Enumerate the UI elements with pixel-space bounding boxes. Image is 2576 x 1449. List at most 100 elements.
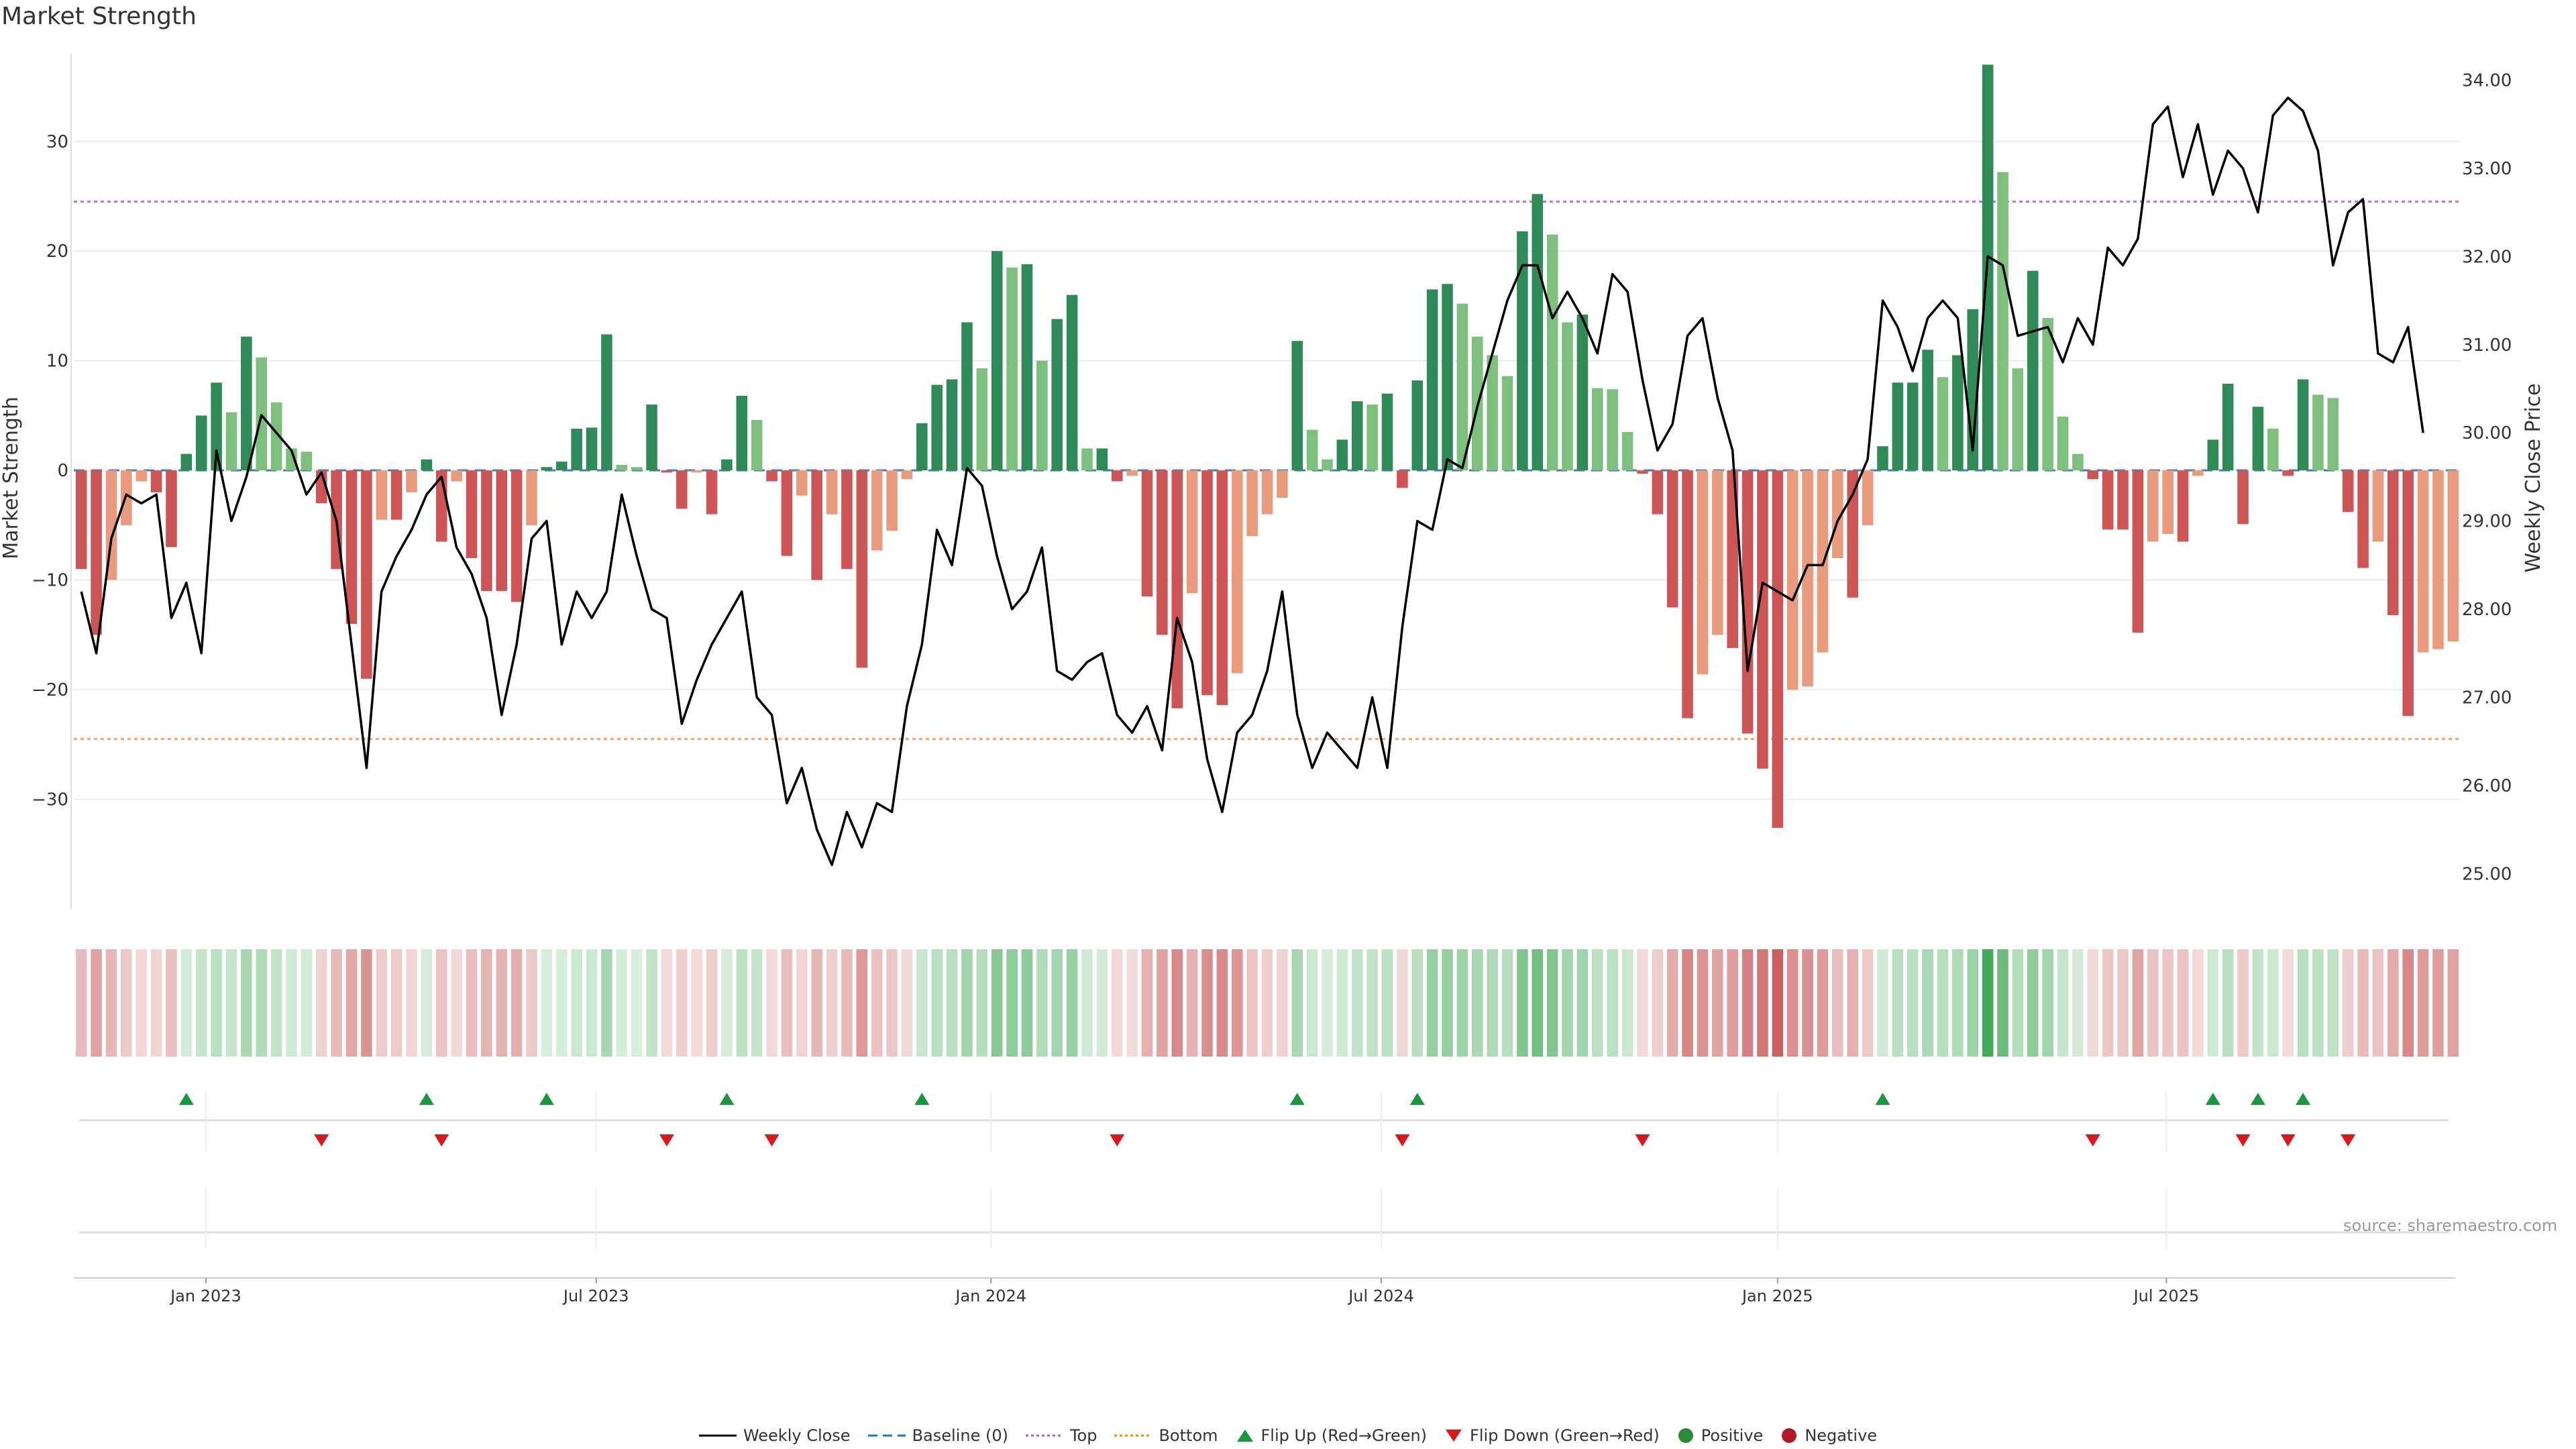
strength-bar <box>1456 303 1468 471</box>
strength-bar <box>2207 439 2219 471</box>
strength-bar <box>511 470 523 602</box>
heat-cell <box>1141 949 1153 1057</box>
heat-cell <box>766 949 777 1057</box>
heat-cell <box>1817 949 1829 1057</box>
heat-cell <box>481 949 492 1057</box>
strength-bar <box>1201 470 1213 696</box>
heat-strip <box>75 949 2459 1057</box>
strength-bar <box>150 470 162 492</box>
heat-cell <box>676 949 688 1057</box>
strength-bar <box>301 451 313 471</box>
strength-bar <box>1381 393 1393 471</box>
legend-item-weekly-close[interactable]: Weekly Close <box>698 1426 851 1445</box>
heat-cell <box>315 949 327 1057</box>
circle-icon <box>1782 1428 1797 1443</box>
flip-up-marker <box>719 1093 735 1105</box>
strength-bar <box>1442 284 1453 471</box>
heat-cell <box>1652 949 1664 1057</box>
heat-cell <box>1532 949 1544 1057</box>
strength-bar <box>1652 470 1664 515</box>
strength-bar <box>841 470 853 570</box>
strength-bar <box>1291 341 1303 471</box>
legend-item-flip-down[interactable]: Flip Down (Green→Red) <box>1444 1426 1660 1445</box>
heat-cell <box>301 949 313 1057</box>
strength-bar <box>1802 470 1813 687</box>
y-tick-label: −10 <box>32 571 68 591</box>
heat-cell <box>511 949 523 1057</box>
strength-bar <box>2417 470 2429 653</box>
strength-bar <box>2297 379 2309 471</box>
strength-bar <box>661 470 673 473</box>
heat-cell <box>1036 949 1048 1057</box>
y-tick-label: 20 <box>46 241 68 262</box>
heat-cell <box>1666 949 1678 1057</box>
strength-bar <box>751 419 763 471</box>
strength-bar <box>376 470 388 520</box>
heat-cell <box>435 949 447 1057</box>
flip-up-marker <box>178 1093 194 1105</box>
legend-label: Flip Down (Green→Red) <box>1470 1426 1660 1445</box>
heat-cell <box>1306 949 1318 1057</box>
strength-bar <box>1351 401 1363 471</box>
strength-bar <box>466 470 478 558</box>
strength-bar <box>555 462 568 471</box>
legend-item-positive[interactable]: Positive <box>1677 1426 1763 1445</box>
heat-cell <box>1411 949 1424 1057</box>
strength-bar <box>2237 470 2249 525</box>
heat-cell <box>1216 949 1228 1057</box>
legend-item-bottom[interactable]: Bottom <box>1114 1426 1218 1445</box>
strength-bar <box>180 453 193 471</box>
strength-bar <box>390 470 402 520</box>
heat-cell <box>1066 949 1078 1057</box>
y2-tick-label: 25.00 <box>2462 864 2512 884</box>
strength-bar <box>1096 448 1108 471</box>
strength-bar <box>616 464 628 471</box>
strength-bar <box>75 470 87 570</box>
y2-tick-label: 30.00 <box>2462 423 2512 443</box>
legend-item-flip-up[interactable]: Flip Up (Red→Green) <box>1236 1426 1427 1445</box>
strength-bar <box>1021 264 1033 471</box>
y2-tick-label: 26.00 <box>2462 776 2512 796</box>
flip-down-marker <box>1110 1134 1125 1146</box>
flip-down-marker <box>659 1134 674 1146</box>
strength-bar <box>901 470 913 480</box>
heat-cell <box>2057 949 2069 1057</box>
heat-cell <box>1261 949 1273 1057</box>
strength-bar <box>2132 470 2144 633</box>
heat-cell <box>1246 949 1258 1057</box>
heat-cell <box>2237 949 2249 1057</box>
heat-cell <box>180 949 193 1057</box>
strength-bar <box>631 467 643 471</box>
strength-bar <box>1487 355 1498 471</box>
strength-bar <box>1517 231 1528 471</box>
strength-bar <box>91 470 102 635</box>
flip-down-marker <box>2235 1134 2251 1146</box>
legend-item-top[interactable]: Top <box>1025 1426 1097 1445</box>
strength-bar <box>1501 376 1513 471</box>
heat-cell <box>2222 949 2234 1057</box>
strength-bar <box>2447 470 2459 642</box>
strength-bar <box>826 470 838 515</box>
heat-cell <box>1322 949 1333 1057</box>
legend-item-negative[interactable]: Negative <box>1780 1426 1877 1445</box>
circle-icon <box>1678 1428 1693 1443</box>
strength-bar <box>361 470 372 679</box>
strength-bar <box>1231 470 1243 674</box>
y-tick-label: 30 <box>46 132 68 152</box>
flip-up-marker <box>1289 1093 1305 1105</box>
legend-label: Top <box>1069 1426 1097 1445</box>
strength-bar <box>2357 470 2369 568</box>
heat-cell <box>1006 949 1018 1057</box>
heat-cell <box>2282 949 2294 1057</box>
heat-cell <box>2132 949 2144 1057</box>
heat-cell <box>2162 949 2174 1057</box>
strength-bar <box>526 470 537 525</box>
heat-cell <box>451 949 462 1057</box>
heat-cell <box>796 949 808 1057</box>
heat-cell <box>961 949 973 1057</box>
strength-bar <box>1397 470 1408 488</box>
legend-item-baseline[interactable]: Baseline (0) <box>867 1426 1008 1445</box>
flip-up-marker <box>1409 1093 1425 1105</box>
y-axis-title: Market Strength <box>0 396 23 559</box>
strength-bar <box>2252 407 2264 471</box>
